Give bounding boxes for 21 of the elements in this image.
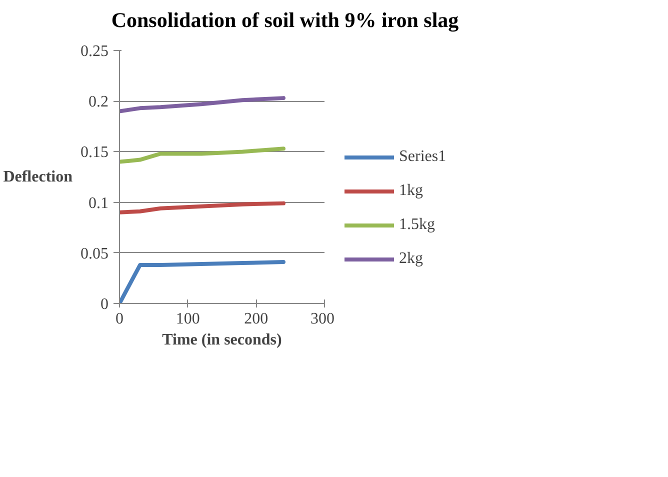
line-series: [120, 146, 286, 164]
x-axis-title: Time (in seconds): [162, 332, 282, 348]
legend-label: 2kg: [399, 250, 423, 268]
legend-label: 1.5kg: [399, 216, 435, 234]
y-tick-label: 0.05: [80, 245, 108, 262]
legend-label: Series1: [399, 148, 446, 166]
x-tick-label: 0: [116, 310, 124, 328]
x-tick-label: 300: [310, 310, 334, 328]
chart-title: Consolidation of soil with 9% iron slag: [111, 7, 459, 34]
x-tick-label: 200: [244, 310, 268, 328]
line-series: [120, 260, 286, 304]
y-axis-title: Deflection: [3, 168, 73, 186]
line-series: [120, 96, 286, 114]
y-tick-label: 0: [100, 296, 108, 313]
y-tick-label: 0.1: [88, 194, 108, 212]
x-tick-label: 100: [176, 310, 200, 328]
y-tick-label: 0.15: [80, 144, 108, 162]
line-series: [120, 201, 286, 214]
y-tick-label: 0.25: [80, 43, 108, 60]
legend-label: 1kg: [399, 182, 423, 200]
y-tick-label: 0.2: [88, 94, 108, 111]
